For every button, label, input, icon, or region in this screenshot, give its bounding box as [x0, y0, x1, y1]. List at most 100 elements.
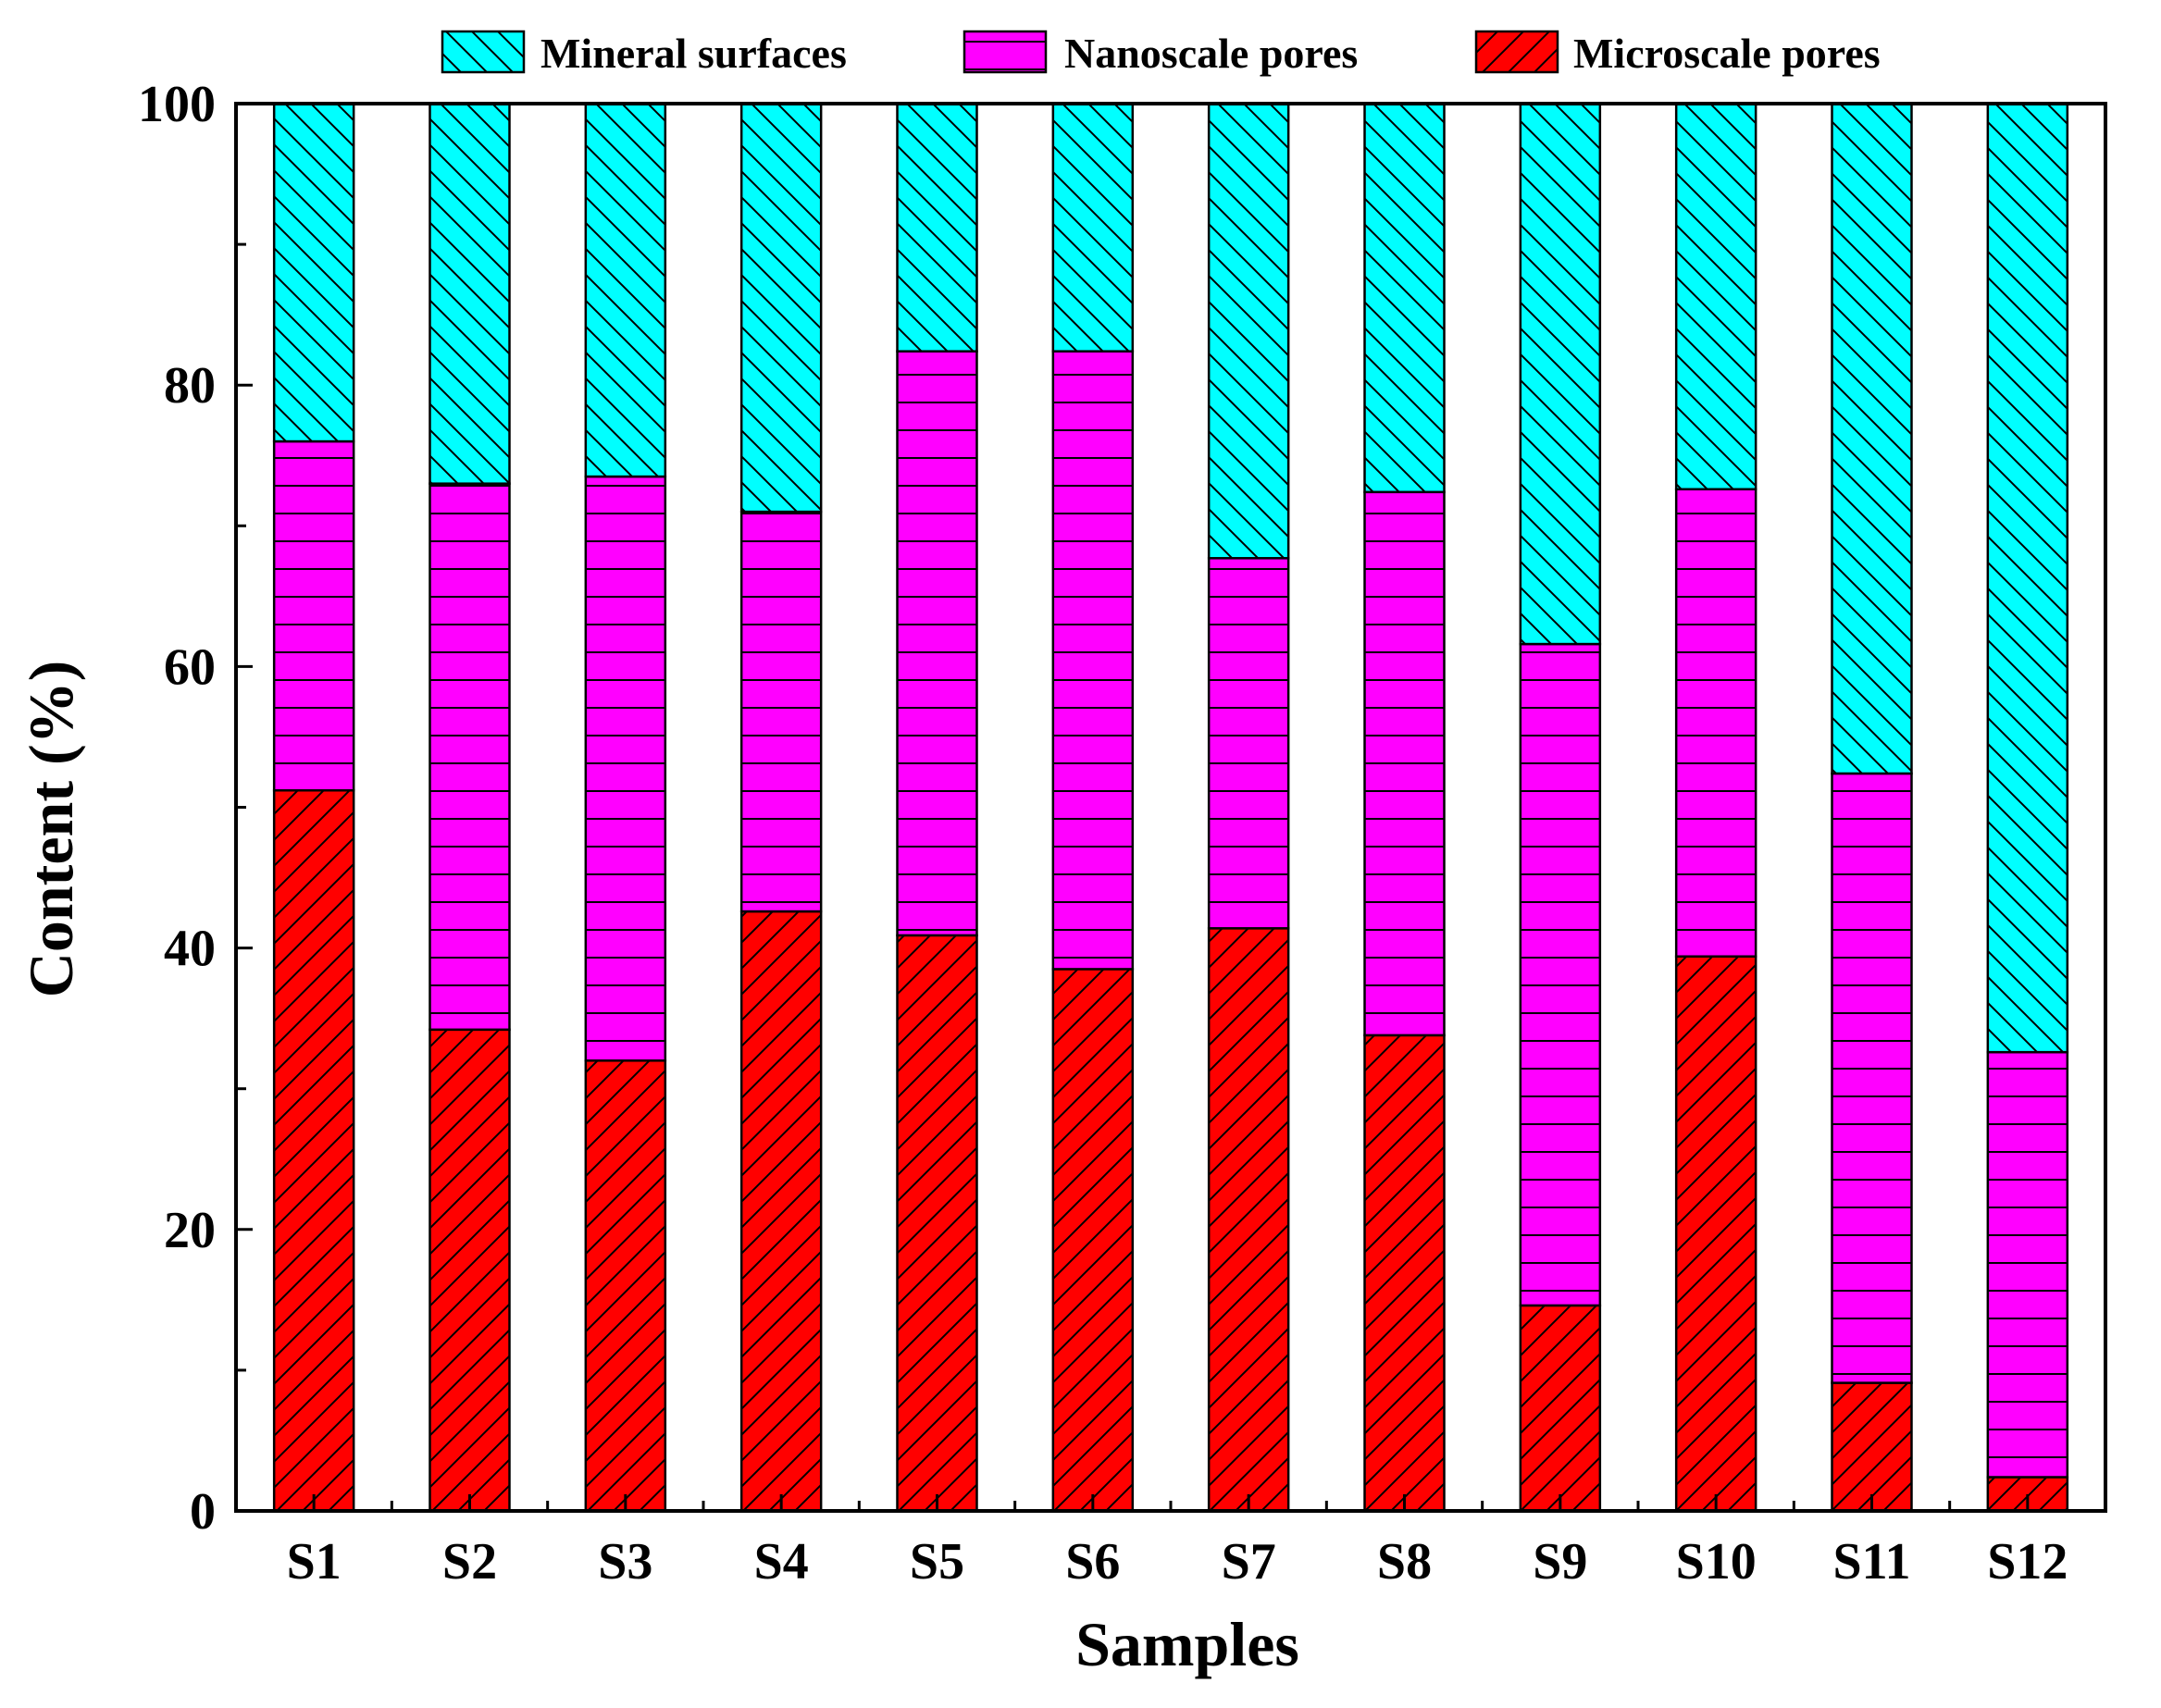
bar-segment	[1986, 1476, 2069, 1513]
bar-segment	[1363, 490, 1446, 1037]
bar-segment	[1986, 102, 2069, 1054]
axes-group: 0 20 40 60 80 100 S1 S2 S3 S4 S5 S6 S7 S8 S9 S10 S11 S12	[138, 76, 2107, 1590]
bar-hatch	[428, 102, 511, 485]
bar-hatch	[739, 910, 823, 1513]
y-axis-title: Content (%)	[16, 661, 86, 998]
bar-hatch	[1519, 102, 1602, 646]
x-tick-label: S8	[1377, 1533, 1432, 1590]
bar-hatch	[1519, 642, 1602, 1307]
bar-segment	[1519, 1304, 1602, 1513]
bar-hatch	[1831, 772, 1913, 1384]
x-tick-label: S10	[1676, 1533, 1757, 1590]
y-tick-label: 80	[164, 357, 216, 415]
bar-hatch	[739, 102, 823, 514]
bar-hatch	[1051, 350, 1135, 971]
bar-segment	[1363, 1033, 1446, 1513]
bar-hatch	[584, 102, 667, 478]
bar-segment	[896, 102, 978, 353]
x-tick-label: S11	[1832, 1533, 1910, 1590]
bar-hatch	[1207, 927, 1290, 1513]
bar-segment	[739, 910, 823, 1513]
legend-entry: Nanoscale pores	[963, 30, 1358, 77]
legend-label: Mineral surfaces	[540, 30, 847, 77]
bar-segment	[1051, 102, 1135, 353]
bar-hatch	[739, 510, 823, 913]
bar-hatch	[584, 475, 667, 1062]
x-axis-title: Samples	[1075, 1609, 1299, 1679]
bar-hatch	[1363, 490, 1446, 1037]
legend-label: Nanoscale pores	[1064, 30, 1358, 77]
x-tick-label: S1	[287, 1533, 342, 1590]
bar-hatch	[896, 934, 978, 1513]
bar-hatch	[1831, 102, 1913, 775]
y-tick-label: 0	[190, 1483, 216, 1541]
bar-segment	[272, 788, 355, 1513]
bar-hatch	[272, 439, 355, 792]
bar-hatch	[1831, 1381, 1913, 1513]
x-tick-label: S6	[1065, 1533, 1120, 1590]
bar-segment	[1519, 102, 1602, 646]
bar-segment	[584, 102, 667, 478]
bar-segment	[1363, 102, 1446, 494]
x-tick-label: S9	[1533, 1533, 1587, 1590]
x-tick-label: S3	[598, 1533, 652, 1590]
bar-hatch	[1207, 557, 1290, 930]
bar-segment	[1207, 927, 1290, 1513]
x-tick-label: S5	[910, 1533, 964, 1590]
bar-hatch	[1519, 1304, 1602, 1513]
bar-segment	[1051, 350, 1135, 971]
plot-frame	[234, 102, 2107, 1513]
bar-segment	[584, 475, 667, 1062]
bar-hatch	[584, 1059, 667, 1513]
bar-hatch	[1674, 102, 1757, 491]
bar-hatch	[1986, 1050, 2069, 1479]
bar-hatch	[1051, 102, 1135, 353]
legend-swatch-hatch	[1474, 30, 1559, 74]
bar-hatch	[428, 482, 511, 1032]
x-tick-label: S2	[442, 1533, 497, 1590]
bar-hatch	[1674, 955, 1757, 1513]
bar-segment	[1207, 557, 1290, 930]
bar-hatch	[272, 102, 355, 443]
bar-segment	[896, 350, 978, 937]
legend-entry: Mineral surfaces	[441, 30, 847, 77]
y-tick-label: 40	[164, 921, 216, 978]
bar-segment	[272, 439, 355, 792]
bar-segment	[428, 102, 511, 485]
x-tick-label: S12	[1987, 1533, 2068, 1590]
bar-hatch	[428, 1028, 511, 1513]
bar-segment	[584, 1059, 667, 1513]
bar-hatch	[1051, 968, 1135, 1513]
bar-hatch	[1674, 488, 1757, 958]
bar-segment	[1674, 488, 1757, 958]
bar-hatch	[896, 350, 978, 937]
bar-segment	[1831, 102, 1913, 775]
bar-segment	[1207, 102, 1290, 560]
y-tick-label: 100	[138, 76, 216, 133]
bar-segment	[272, 102, 355, 443]
bar-hatch	[896, 102, 978, 353]
bar-segment	[739, 510, 823, 913]
x-tick-label: S4	[754, 1533, 809, 1590]
bar-segment	[739, 102, 823, 514]
bar-segment	[1674, 102, 1757, 491]
bar-hatch	[1363, 1033, 1446, 1513]
bar-segment	[1519, 642, 1602, 1307]
x-tick-label: S7	[1222, 1533, 1276, 1590]
bar-segment	[428, 1028, 511, 1513]
bars-group	[272, 102, 2069, 1513]
bar-hatch	[272, 788, 355, 1513]
legend-label: Microscale pores	[1573, 30, 1881, 77]
bar-segment	[1051, 968, 1135, 1513]
legend-entry: Microscale pores	[1474, 30, 1881, 77]
bar-segment	[428, 482, 511, 1032]
legend: Mineral surfaces Nanoscale pores Microscal…	[441, 30, 1881, 77]
bar-segment	[896, 934, 978, 1513]
bar-hatch	[1207, 102, 1290, 560]
y-tick-label: 60	[164, 638, 216, 696]
bar-segment	[1831, 1381, 1913, 1513]
bar-segment	[1831, 772, 1913, 1384]
bar-segment	[1986, 1050, 2069, 1479]
bar-hatch	[1986, 102, 2069, 1054]
